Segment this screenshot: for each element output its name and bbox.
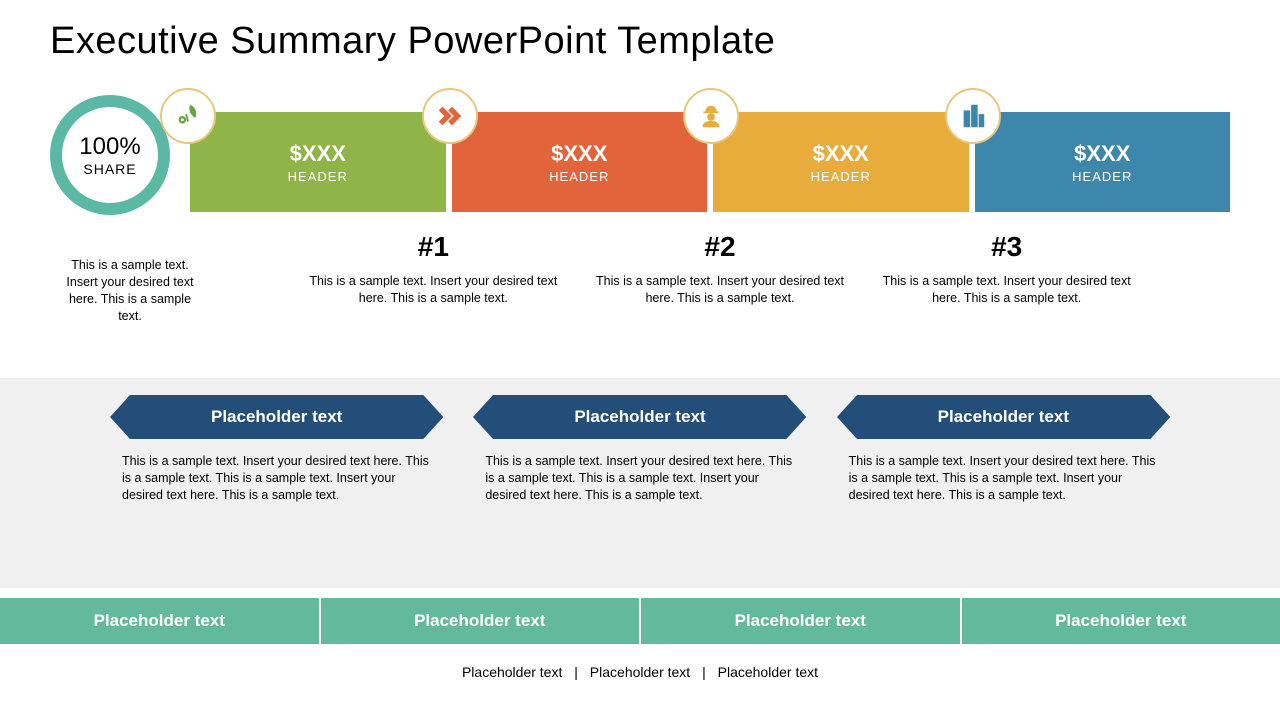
rank-desc: This is a sample text. Insert your desir…: [873, 273, 1140, 307]
separator: |: [570, 664, 582, 680]
rank-col-2: #2 This is a sample text. Insert your de…: [577, 225, 864, 325]
share-circle: 100% SHARE: [50, 95, 170, 215]
green-cell-2: Placeholder text: [321, 598, 642, 644]
card-value: $XXX: [1074, 141, 1130, 167]
separator: |: [698, 664, 710, 680]
rank-desc: This is a sample text. Insert your desir…: [587, 273, 854, 307]
footer-item: Placeholder text: [458, 664, 566, 680]
footer-item: Placeholder text: [714, 664, 822, 680]
metric-card-4: $XXX HEADER: [975, 112, 1231, 212]
arrow-desc: This is a sample text. Insert your desir…: [485, 453, 802, 504]
top-row: 100% SHARE $XXX HEADER $XXX HEADER: [50, 90, 1230, 215]
rank-label: #3: [873, 231, 1140, 263]
arrow-banner: Placeholder text: [837, 395, 1170, 439]
footer-item: Placeholder text: [586, 664, 694, 680]
arrow-col-2: Placeholder text This is a sample text. …: [473, 395, 806, 504]
worker-icon: [683, 88, 739, 144]
card-value: $XXX: [290, 141, 346, 167]
arrow-label: Placeholder text: [938, 407, 1069, 427]
card-value: $XXX: [551, 141, 607, 167]
building-icon: [945, 88, 1001, 144]
metric-card-3: $XXX HEADER: [713, 112, 969, 212]
share-desc: This is a sample text. Insert your desir…: [60, 257, 200, 325]
footer: Placeholder text | Placeholder text | Pl…: [0, 664, 1280, 680]
green-row: Placeholder text Placeholder text Placeh…: [0, 598, 1280, 644]
arrow-label: Placeholder text: [574, 407, 705, 427]
card-value: $XXX: [813, 141, 869, 167]
arrow-banner: Placeholder text: [110, 395, 443, 439]
share-desc-col: This is a sample text. Insert your desir…: [50, 225, 210, 325]
card-sub: HEADER: [811, 169, 871, 184]
arrow-desc: This is a sample text. Insert your desir…: [849, 453, 1166, 504]
card-sub: HEADER: [1072, 169, 1132, 184]
arrow-col-3: Placeholder text This is a sample text. …: [837, 395, 1170, 504]
slide: Executive Summary PowerPoint Template 10…: [0, 0, 1280, 720]
arrow-label: Placeholder text: [211, 407, 342, 427]
rank-col-1: #1 This is a sample text. Insert your de…: [290, 225, 577, 325]
chevrons-icon: [422, 88, 478, 144]
card-sub: HEADER: [288, 169, 348, 184]
slide-title: Executive Summary PowerPoint Template: [0, 0, 1280, 63]
arrow-banner: Placeholder text: [473, 395, 806, 439]
arrow-desc: This is a sample text. Insert your desir…: [122, 453, 439, 504]
card-sub: HEADER: [549, 169, 609, 184]
rank-label: #1: [300, 231, 567, 263]
arrow-row: Placeholder text This is a sample text. …: [110, 395, 1170, 504]
green-cell-4: Placeholder text: [962, 598, 1280, 644]
share-percent: 100%: [79, 133, 140, 161]
arrow-col-1: Placeholder text This is a sample text. …: [110, 395, 443, 504]
rank-desc: This is a sample text. Insert your desir…: [300, 273, 567, 307]
share-label: SHARE: [83, 161, 136, 177]
card-row: $XXX HEADER $XXX HEADER $XXX HEADER: [190, 90, 1230, 212]
metric-card-2: $XXX HEADER: [452, 112, 708, 212]
metric-card-1: $XXX HEADER: [190, 112, 446, 212]
rank-col-3: #3 This is a sample text. Insert your de…: [863, 225, 1150, 325]
green-cell-1: Placeholder text: [0, 598, 321, 644]
mid-row: This is a sample text. Insert your desir…: [50, 225, 1230, 325]
leaf-icon: [160, 88, 216, 144]
rank-label: #2: [587, 231, 854, 263]
green-cell-3: Placeholder text: [641, 598, 962, 644]
